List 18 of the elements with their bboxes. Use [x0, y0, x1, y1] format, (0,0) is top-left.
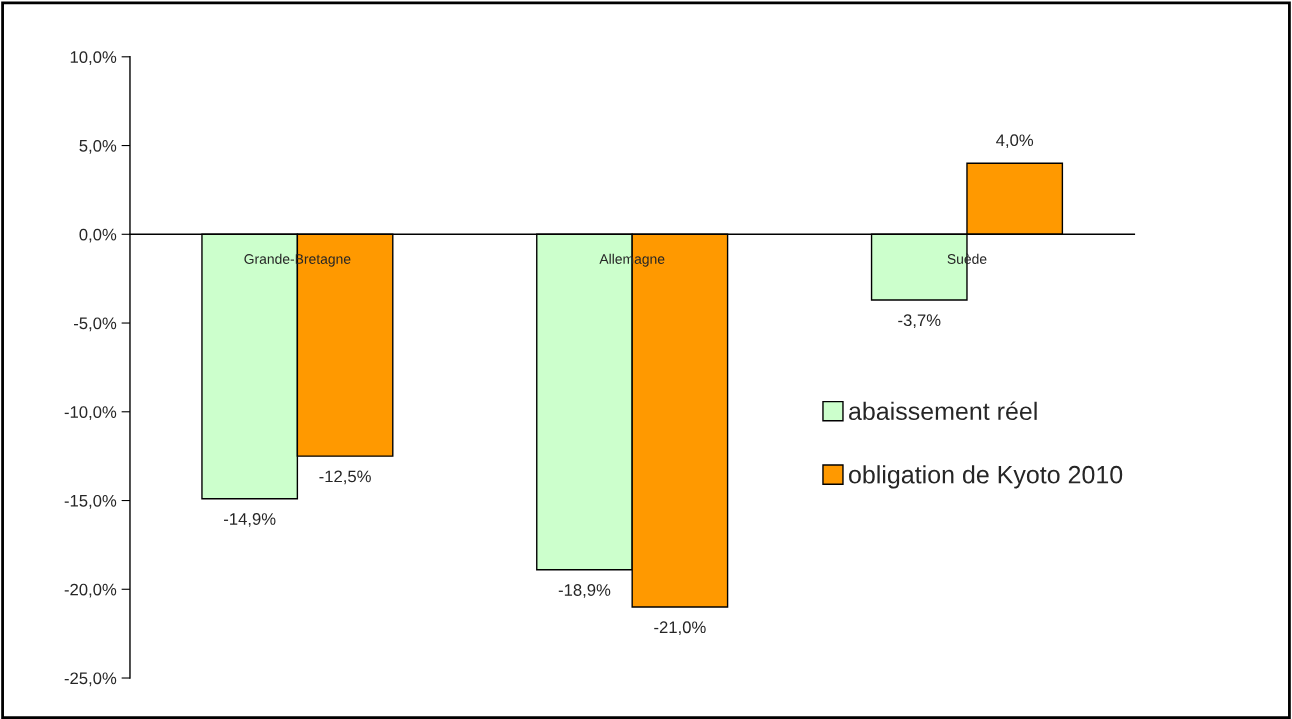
- legend-label: obligation de Kyoto 2010: [849, 465, 1123, 489]
- y-tick-label: 0,0%: [79, 228, 117, 243]
- y-tick-label: -20,0%: [64, 583, 117, 598]
- data-label: 4,0%: [996, 134, 1034, 149]
- data-label: -3,7%: [898, 314, 941, 329]
- data-label: -12,5%: [319, 470, 371, 485]
- legend-label: abaissement réel: [849, 401, 1037, 421]
- y-tick-label: -10,0%: [64, 406, 117, 420]
- y-tick-label: -25,0%: [64, 672, 117, 687]
- data-label: -14,9%: [224, 513, 276, 527]
- y-tick-label: 5,0%: [79, 139, 117, 154]
- data-label: -18,9%: [558, 584, 611, 598]
- x-tick-label: Grande-Bretagne: [244, 253, 351, 267]
- y-tick-label: -15,0%: [64, 494, 117, 509]
- x-tick-label: Allemagne: [599, 253, 665, 267]
- data-label: -21,0%: [654, 621, 706, 636]
- y-tick-label: 10,0%: [70, 51, 117, 65]
- y-tick-label: -5,0%: [73, 317, 117, 332]
